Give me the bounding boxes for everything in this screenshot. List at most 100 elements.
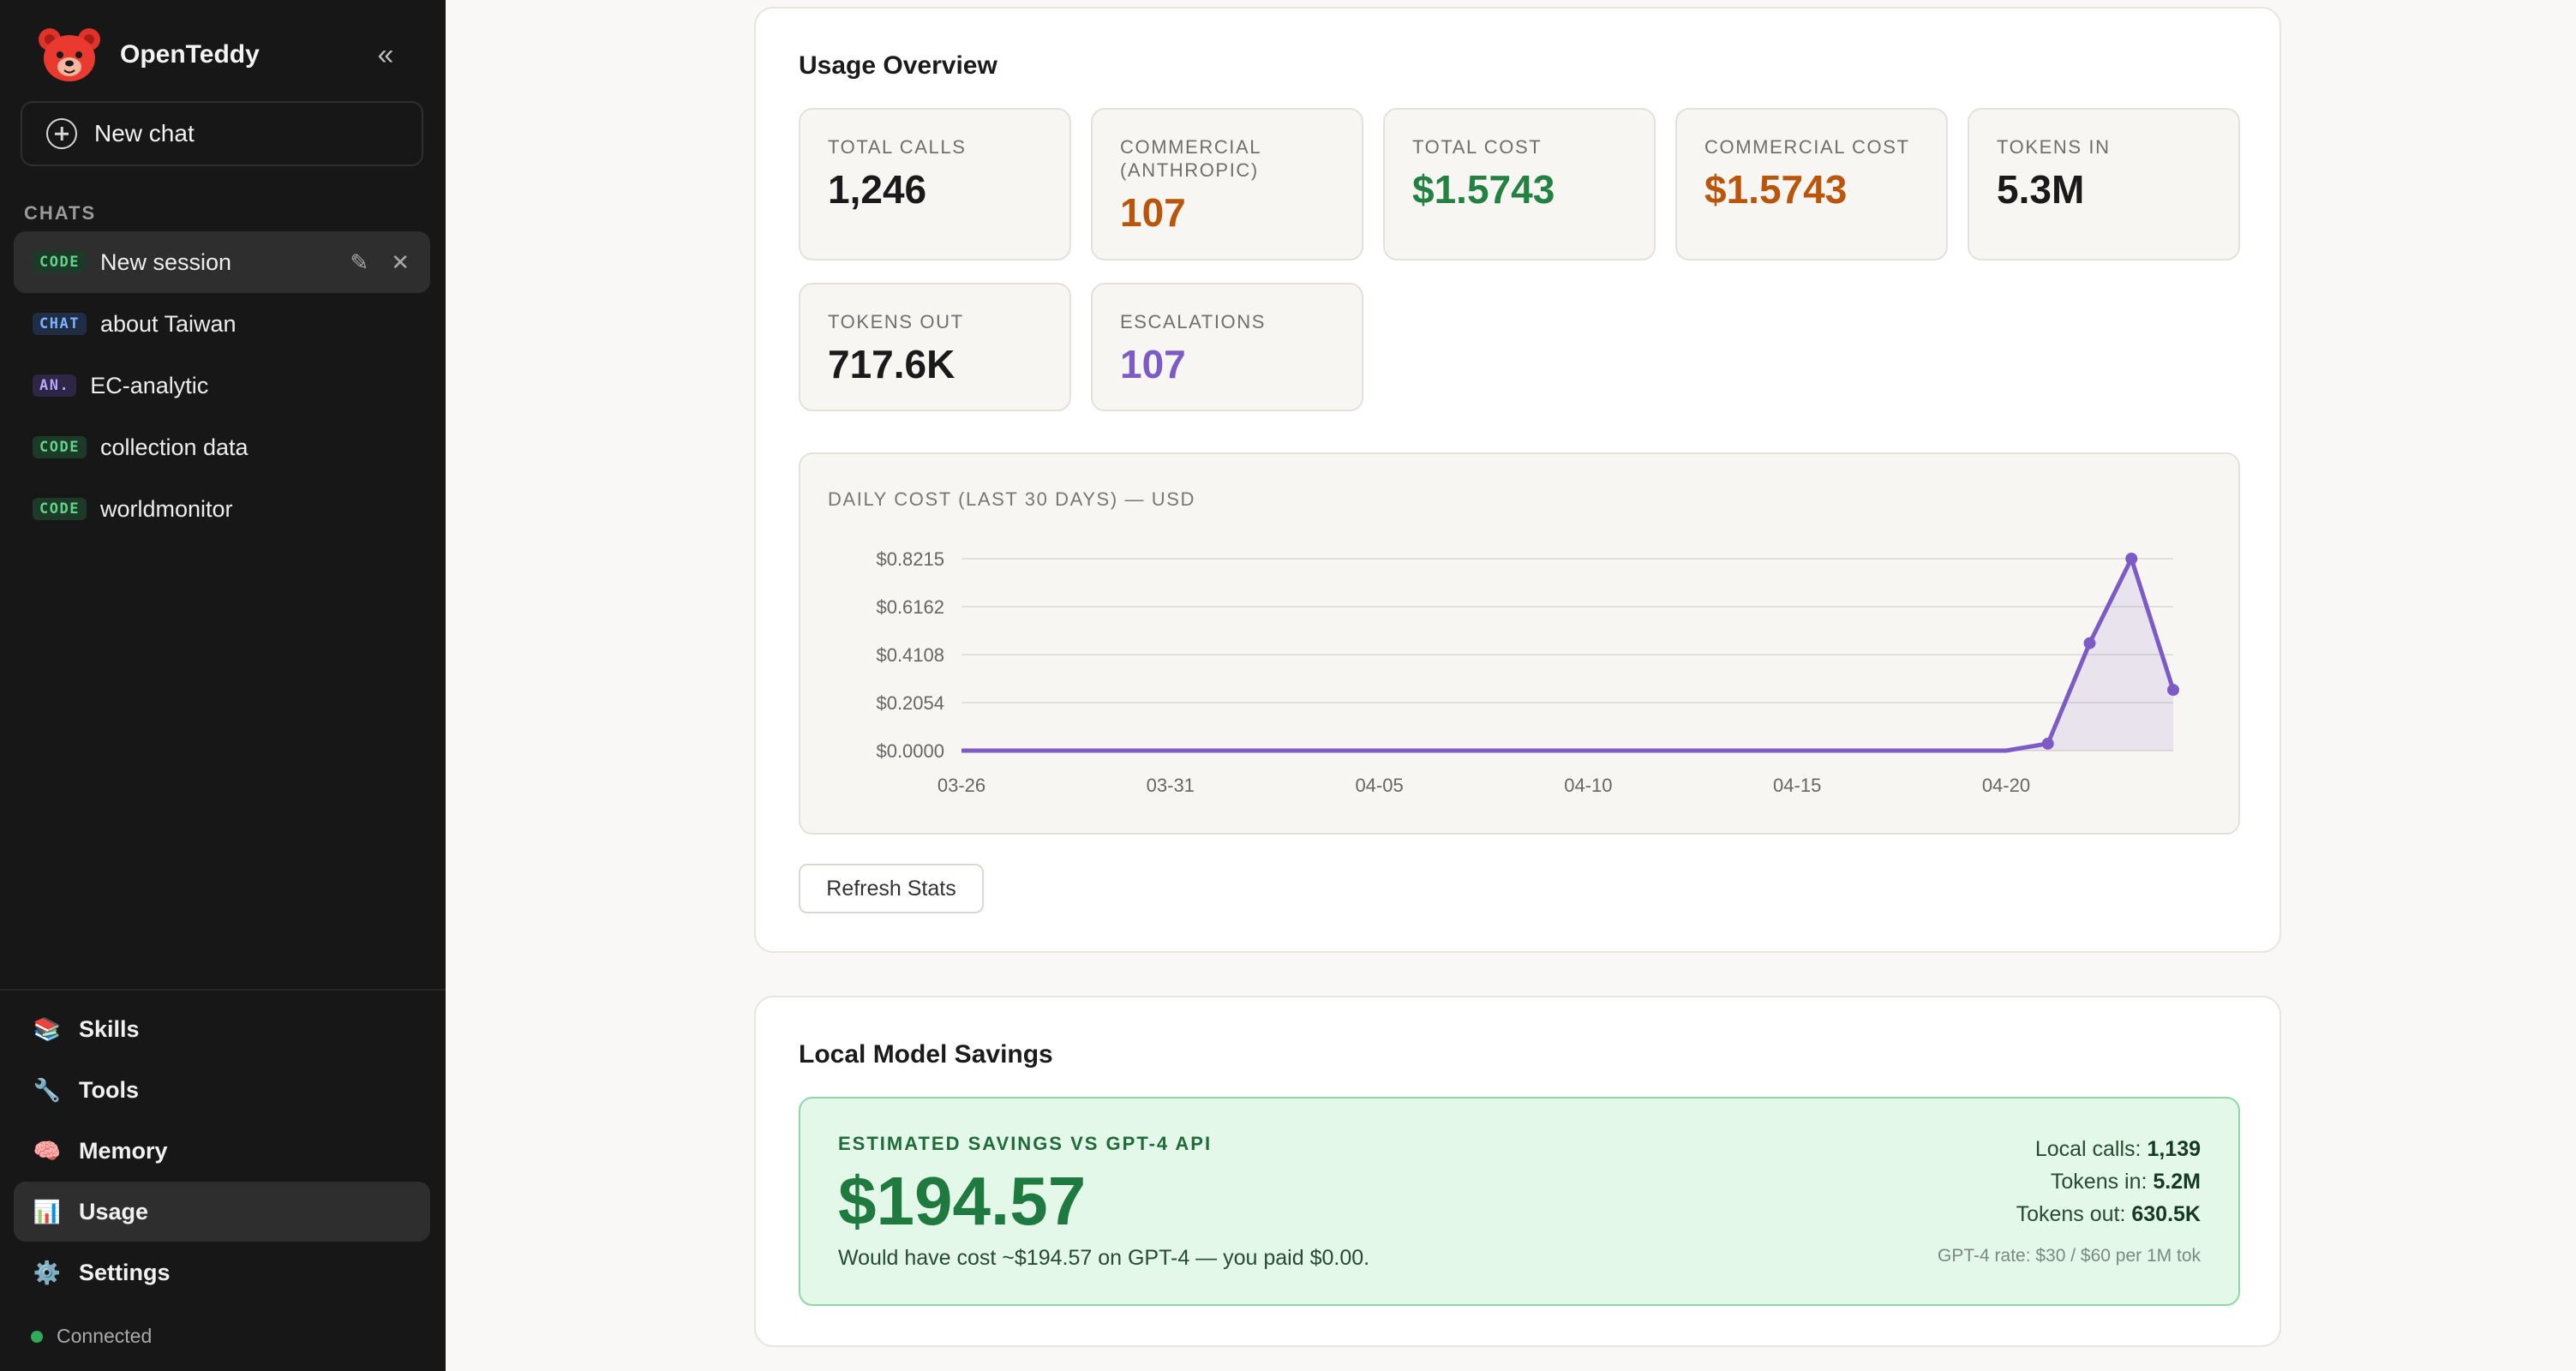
savings-note: Would have cost ~$194.57 on GPT-4 — you … <box>838 1246 1370 1270</box>
x-tick-label: 03-26 <box>938 775 985 796</box>
chat-item-ec-analytic[interactable]: AN. EC-analytic <box>14 355 430 416</box>
y-tick-label: $0.8215 <box>876 548 944 570</box>
local-calls-value: 1,139 <box>2147 1137 2201 1161</box>
y-tick-label: $0.6162 <box>876 596 944 618</box>
tokens-out-label: Tokens out: <box>2016 1202 2126 1226</box>
chat-title: about Taiwan <box>99 310 237 337</box>
chat-type-badge: CODE <box>33 498 87 520</box>
series-line <box>962 556 2176 753</box>
nav-label: Memory <box>79 1137 168 1164</box>
nav-label: Usage <box>79 1198 149 1224</box>
nav-label: Skills <box>79 1015 140 1042</box>
chat-item-new-session[interactable]: CODE New session ✎ ✕ <box>14 231 430 293</box>
chat-title: New session <box>99 248 232 275</box>
chat-item-collection-data[interactable]: CODE collection data <box>14 416 430 478</box>
tokens-out-row: Tokens out: 630.5K <box>2016 1198 2201 1230</box>
chat-type-badge: CODE <box>33 436 87 458</box>
gear-icon: ⚙️ <box>33 1259 62 1285</box>
stat-commercial-calls: COMMERCIAL (ANTHROPIC) 107 <box>1091 108 1363 260</box>
new-chat-button[interactable]: New chat <box>21 101 423 166</box>
refresh-stats-button[interactable]: Refresh Stats <box>799 864 984 913</box>
stat-label: TOKENS OUT <box>828 311 964 332</box>
chat-item-worldmonitor[interactable]: CODE worldmonitor <box>14 478 430 540</box>
tokens-in-row: Tokens in: 5.2M <box>2016 1165 2201 1198</box>
daily-cost-chart-svg: $0.0000 $0.2054 $0.4108 $0.6162 $0.8215 03-26… <box>876 548 2179 796</box>
close-icon[interactable]: ✕ <box>391 248 410 275</box>
chat-title: worldmonitor <box>99 495 233 522</box>
nav-label: Settings <box>79 1259 171 1285</box>
y-tick-label: $0.0000 <box>876 740 944 762</box>
stat-label: TOTAL COST <box>1412 136 1543 158</box>
bar-chart-icon: 📊 <box>33 1198 62 1224</box>
stat-value: 107 <box>1120 342 1186 386</box>
stat-escalations: ESCALATIONS 107 <box>1091 283 1363 411</box>
books-icon: 📚 <box>33 1015 62 1042</box>
chat-type-badge: CODE <box>33 251 87 273</box>
tokens-out-value: 630.5K <box>2131 1202 2201 1226</box>
chat-title: collection data <box>99 434 249 460</box>
collapse-sidebar-icon[interactable]: « <box>377 39 394 71</box>
nav-item-settings[interactable]: ⚙️ Settings <box>14 1242 430 1302</box>
data-point <box>2083 637 2096 650</box>
stat-tokens-in: TOKENS IN 5.3M <box>1968 108 2240 260</box>
stat-tokens-out: TOKENS OUT 717.6K <box>799 283 1071 411</box>
stat-label: ESCALATIONS <box>1120 311 1267 332</box>
stat-value: 1,246 <box>828 167 927 212</box>
x-tick-label: 04-15 <box>1773 775 1821 796</box>
tokens-in-label: Tokens in: <box>2050 1170 2148 1194</box>
nav-item-memory[interactable]: 🧠 Memory <box>14 1121 430 1181</box>
x-tick-label: 03-31 <box>1147 775 1195 796</box>
sidebar: OpenTeddy « New chat CHATS CODE New sess… <box>0 0 446 1371</box>
chat-list: CODE New session ✎ ✕ CHAT about Taiwan A… <box>14 231 430 540</box>
nav-item-skills[interactable]: 📚 Skills <box>14 999 430 1059</box>
nav-label: Tools <box>79 1076 139 1103</box>
connection-status: Connected <box>31 1325 152 1348</box>
chat-item-about-taiwan[interactable]: CHAT about Taiwan <box>14 293 430 355</box>
chat-title: EC-analytic <box>90 372 209 398</box>
stat-value: $1.5743 <box>1412 167 1555 212</box>
app-name: OpenTeddy <box>120 40 260 69</box>
edit-pencil-icon[interactable]: ✎ <box>350 248 369 275</box>
stat-value: 717.6K <box>828 342 956 386</box>
sidebar-divider <box>0 989 446 991</box>
nav-item-tools[interactable]: 🔧 Tools <box>14 1060 430 1120</box>
status-dot-icon <box>31 1330 43 1343</box>
data-point <box>2041 737 2054 750</box>
stat-label: TOKENS IN <box>1997 136 2111 158</box>
data-point <box>2125 553 2138 565</box>
brain-icon: 🧠 <box>33 1137 62 1164</box>
chart-title: DAILY COST (LAST 30 DAYS) — USD <box>828 488 1196 510</box>
stat-label: COMMERCIAL COST <box>1704 136 1910 158</box>
stat-total-cost: TOTAL COST $1.5743 <box>1383 108 1656 260</box>
chat-actions: ✎ ✕ <box>350 231 410 293</box>
stat-label: TOTAL CALLS <box>828 136 967 158</box>
x-tick-label: 04-10 <box>1564 775 1612 796</box>
y-tick-label: $0.4108 <box>876 644 944 666</box>
chats-section-label: CHATS <box>24 202 97 224</box>
x-tick-label: 04-05 <box>1355 775 1403 796</box>
savings-title: Local Model Savings <box>799 1040 1053 1069</box>
savings-amount: $194.57 <box>838 1163 1087 1239</box>
nav-item-usage[interactable]: 📊 Usage <box>14 1182 430 1242</box>
daily-cost-chart: DAILY COST (LAST 30 DAYS) — USD $0.0000 $… <box>799 452 2240 835</box>
usage-overview-card: Usage Overview TOTAL CALLS 1,246 COMMERC… <box>754 7 2281 953</box>
plus-circle-icon <box>46 118 77 149</box>
stat-value: 107 <box>1120 190 1186 235</box>
local-model-savings-card: Local Model Savings ESTIMATED SAVINGS VS… <box>754 996 2281 1347</box>
local-calls-label: Local calls: <box>2034 1137 2142 1161</box>
savings-breakdown: Local calls: 1,139 Tokens in: 5.2M Token… <box>2016 1133 2201 1230</box>
data-point <box>2167 684 2179 697</box>
tokens-in-value: 5.2M <box>2153 1170 2201 1194</box>
gpt4-rate: GPT-4 rate: $30 / $60 per 1M tok <box>1938 1246 2201 1266</box>
stat-label: COMMERCIAL (ANTHROPIC) <box>1120 136 1261 181</box>
savings-label: ESTIMATED SAVINGS VS GPT-4 API <box>838 1133 1213 1154</box>
brand[interactable]: OpenTeddy <box>34 26 260 84</box>
wrench-icon: 🔧 <box>33 1076 62 1103</box>
teddy-logo-icon <box>39 28 100 81</box>
stat-value: $1.5743 <box>1704 167 1848 212</box>
usage-overview-title: Usage Overview <box>799 51 997 80</box>
status-text: Connected <box>57 1325 153 1347</box>
sidebar-nav: 📚 Skills 🔧 Tools 🧠 Memory 📊 Usage ⚙️ Set… <box>14 999 430 1303</box>
stat-commercial-cost: COMMERCIAL COST $1.5743 <box>1675 108 1948 260</box>
local-calls-row: Local calls: 1,139 <box>2016 1133 2201 1165</box>
